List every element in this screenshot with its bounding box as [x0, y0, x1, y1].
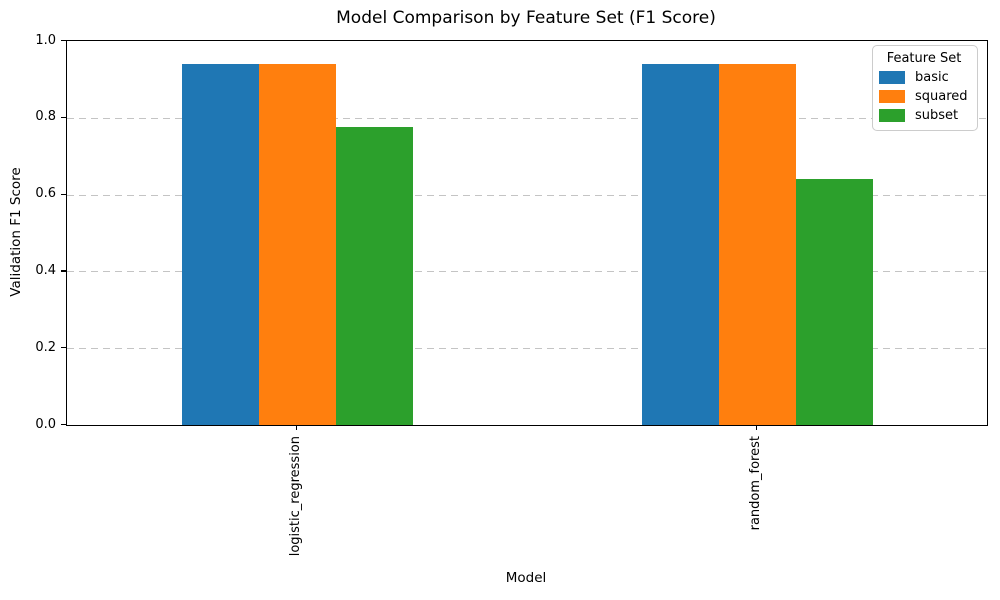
- ytick-mark: [61, 116, 66, 118]
- ytick-label: 1.0: [35, 32, 56, 48]
- legend-entries: basic squared subset: [879, 70, 969, 123]
- legend-title: Feature Set: [886, 51, 962, 66]
- gridline-y-0.4: [67, 271, 987, 273]
- legend-swatch-icon: [879, 71, 905, 84]
- x-axis-label: Model: [505, 570, 547, 586]
- ytick-mark: [61, 40, 66, 42]
- chart-title: Model Comparison by Feature Set (F1 Scor…: [336, 8, 716, 28]
- plot-area: [66, 40, 988, 426]
- xtick-mark: [296, 425, 298, 430]
- ytick-mark: [61, 193, 66, 195]
- legend-label: basic: [915, 70, 949, 85]
- bar-logistic_regression-squared: [258, 64, 336, 425]
- bar-logistic_regression-subset: [335, 127, 413, 425]
- ytick-label: 0.0: [35, 416, 56, 432]
- y-axis-label: Validation F1 Score: [8, 167, 24, 297]
- legend-swatch-icon: [879, 90, 905, 103]
- ytick-mark: [61, 270, 66, 272]
- xtick-mark: [756, 425, 758, 430]
- gridline-y-0.6: [67, 194, 987, 196]
- legend-label: squared: [915, 89, 968, 104]
- gridline-y-0.2: [67, 348, 987, 350]
- ytick-label: 0.4: [35, 262, 56, 278]
- bar-random_forest-subset: [795, 179, 873, 425]
- legend-label: subset: [915, 108, 959, 123]
- ytick-mark: [61, 424, 66, 426]
- ytick-label: 0.8: [35, 109, 56, 125]
- gridline-y-0.8: [67, 117, 987, 119]
- bar-random_forest-basic: [641, 64, 719, 425]
- legend-entry-subset: subset: [879, 108, 969, 123]
- legend-swatch-icon: [879, 109, 905, 122]
- bar-random_forest-squared: [718, 64, 796, 425]
- ytick-mark: [61, 347, 66, 349]
- legend: Feature Set basic squared subset: [872, 45, 978, 131]
- bar-logistic_regression-basic: [181, 64, 259, 425]
- ytick-label: 0.2: [35, 339, 56, 355]
- xtick-label-random_forest: random_forest: [748, 436, 763, 531]
- legend-entry-squared: squared: [879, 89, 969, 104]
- xtick-label-logistic_regression: logistic_regression: [288, 436, 303, 557]
- legend-entry-basic: basic: [879, 70, 969, 85]
- ytick-label: 0.6: [35, 186, 56, 202]
